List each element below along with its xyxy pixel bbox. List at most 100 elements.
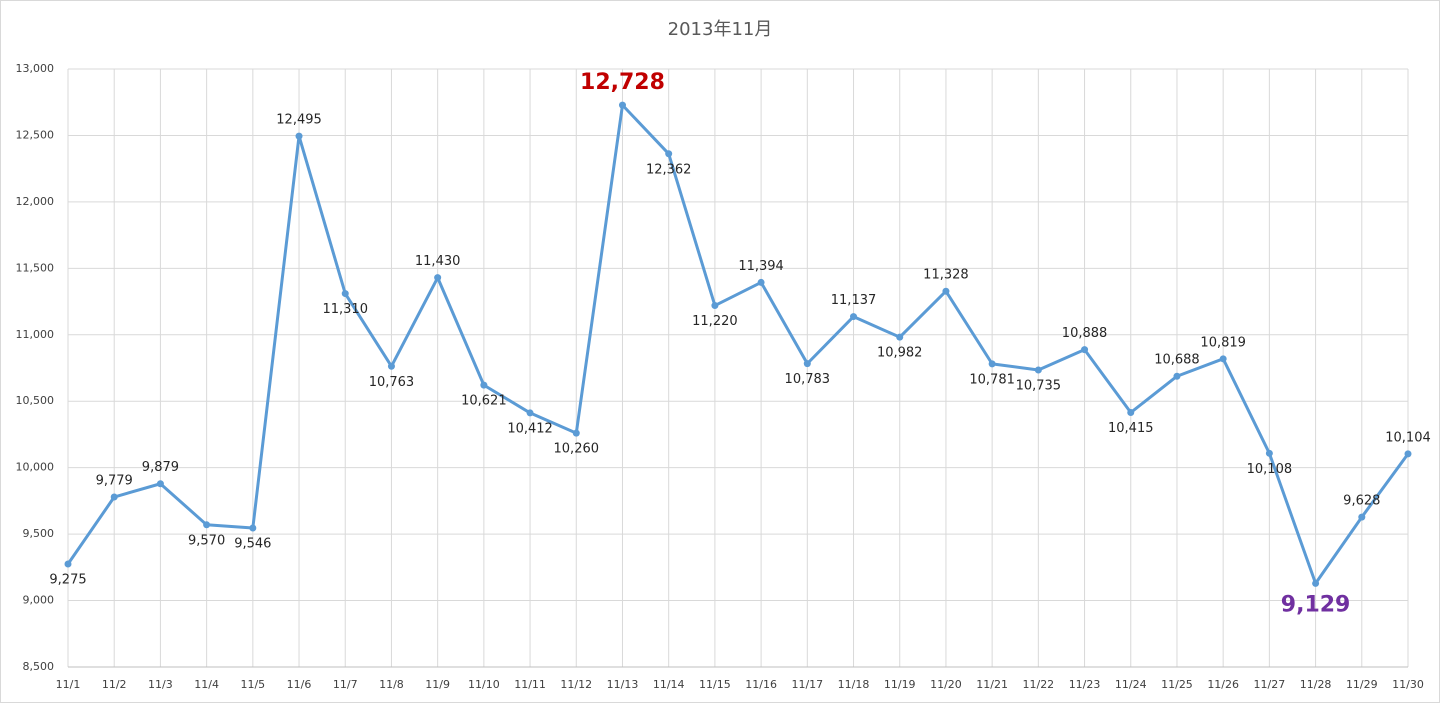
y-tick-label: 12,000 [16,195,55,208]
x-tick-label: 11/6 [287,678,312,691]
point [1034,366,1042,374]
point [203,521,211,529]
data-label: 11,328 [923,268,969,283]
data-label: 9,570 [188,533,225,548]
x-tick-label: 11/30 [1392,678,1424,691]
data-label: 11,137 [831,293,877,308]
data-label: 9,879 [142,460,179,475]
point [1358,513,1366,521]
point [526,409,534,417]
x-tick-label: 11/2 [102,678,127,691]
x-tick-label: 11/13 [607,678,639,691]
x-tick-label: 11/26 [1207,678,1239,691]
point [64,560,72,568]
x-tick-label: 11/1 [56,678,81,691]
point [803,360,811,368]
x-tick-label: 11/29 [1346,678,1378,691]
point [757,278,765,286]
point [711,302,719,310]
point [156,480,164,488]
data-label: 10,819 [1200,335,1246,350]
data-label: 12,362 [646,162,692,177]
point [341,290,349,298]
x-tick-label: 11/25 [1161,678,1193,691]
x-tick-label: 11/5 [240,678,265,691]
x-tick-label: 11/21 [976,678,1008,691]
x-tick-label: 11/9 [425,678,450,691]
point [110,493,118,501]
data-label: 9,628 [1343,494,1380,509]
data-label: 10,888 [1062,326,1108,341]
point [850,313,858,321]
x-tick-label: 11/23 [1069,678,1101,691]
x-tick-label: 11/15 [699,678,731,691]
x-tick-label: 11/12 [560,678,592,691]
x-tick-label: 11/16 [745,678,777,691]
y-tick-label: 10,500 [16,394,55,407]
y-tick-label: 8,500 [23,660,55,673]
x-tick-label: 11/27 [1254,678,1286,691]
data-label: 10,781 [969,372,1015,387]
y-tick-label: 13,000 [16,62,55,75]
point [1127,409,1135,417]
x-tick-label: 11/10 [468,678,500,691]
data-label: 10,415 [1108,421,1154,436]
x-tick-label: 11/18 [838,678,870,691]
point [572,429,580,437]
data-label: 10,783 [785,372,831,387]
x-tick-label: 11/7 [333,678,358,691]
data-label: 10,108 [1247,462,1293,477]
point [1081,346,1089,354]
data-label: 10,621 [461,394,507,409]
x-tick-label: 11/11 [514,678,546,691]
data-label: 11,430 [415,254,461,269]
chart-title: 2013年11月 [668,19,773,40]
point [1312,579,1320,587]
point [387,362,395,370]
x-tick-label: 11/28 [1300,678,1332,691]
point [434,274,442,282]
x-tick-label: 11/20 [930,678,962,691]
x-tick-label: 11/14 [653,678,685,691]
y-tick-label: 9,500 [23,527,55,540]
x-tick-label: 11/19 [884,678,916,691]
point [942,287,950,295]
y-tick-label: 10,000 [16,461,55,474]
data-label: 10,688 [1154,353,1200,368]
line [66,103,1410,585]
point [249,524,257,532]
data-label: 10,260 [554,442,600,457]
data-label: 12,495 [276,113,322,128]
data-label: 9,275 [49,573,86,588]
data-label: 10,412 [507,421,553,436]
y-tick-label: 11,500 [16,261,55,274]
data-label: 11,310 [322,302,368,317]
data-label: 9,129 [1281,592,1351,617]
data-label: 9,779 [96,474,133,489]
point [1219,355,1227,363]
x-tick-label: 11/8 [379,678,404,691]
point [1265,449,1273,457]
x-tick-label: 11/24 [1115,678,1147,691]
point [665,150,673,158]
y-tick-label: 9,000 [23,594,55,607]
y-tick-label: 12,500 [16,128,55,141]
x-tick-label: 11/22 [1022,678,1054,691]
data-label: 10,763 [369,375,415,390]
point [480,381,488,389]
data-label: 11,220 [692,314,738,329]
point [618,101,626,109]
x-tick-label: 11/4 [194,678,219,691]
data-label: 11,394 [738,259,784,274]
point [1404,450,1412,458]
data-label: 9,546 [234,536,271,551]
data-label: 12,728 [580,70,665,95]
point [295,132,303,140]
point [896,333,904,341]
data-label: 10,104 [1385,430,1431,445]
point [988,360,996,368]
y-tick-label: 11,000 [16,328,55,341]
x-tick-label: 11/3 [148,678,173,691]
